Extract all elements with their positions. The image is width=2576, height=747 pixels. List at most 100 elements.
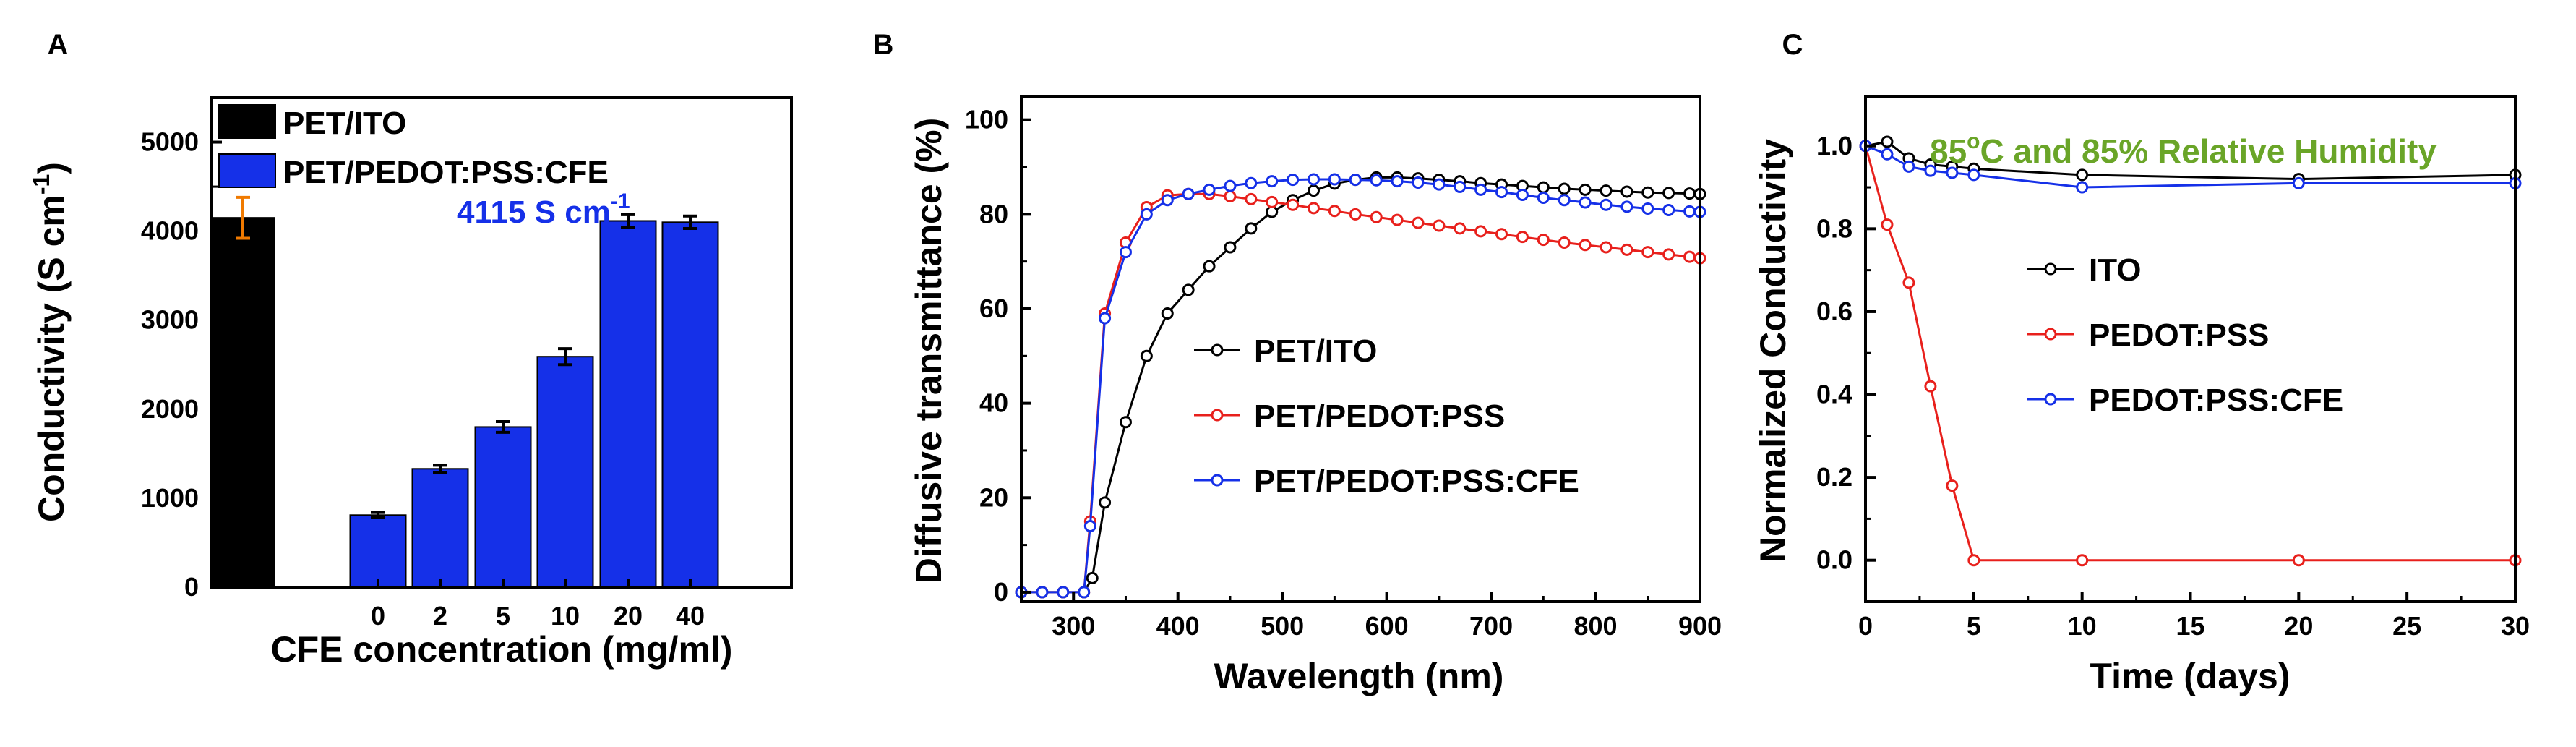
x-tick-label: 10: [2068, 611, 2097, 641]
panel-label-b: B: [873, 29, 894, 61]
x-axis-title: CFE concentration (mg/ml): [271, 629, 733, 670]
x-tick-label: 20: [614, 601, 643, 631]
data-point: [1412, 216, 1425, 229]
x-tick-label: 0: [1858, 611, 1873, 641]
y-tick-label: 0.8: [1816, 213, 1852, 243]
data-point: [1287, 174, 1300, 187]
data-point: [2076, 181, 2089, 194]
legend-marker: [2044, 393, 2057, 406]
data-point: [1620, 243, 1633, 256]
data-point: [1182, 187, 1195, 200]
y-axis-title-sup: -1: [28, 174, 54, 195]
data-point: [1474, 183, 1487, 196]
x-tick-label: 5: [1967, 611, 1981, 641]
legend-label: PET/PEDOT:PSS:CFE: [1254, 464, 1579, 499]
panel-b-frame: [1020, 95, 1701, 603]
y-axis-title-main: Conductivity (S cm: [31, 195, 72, 522]
x-tick-label: 5: [496, 601, 510, 631]
panel-label-a: A: [48, 29, 69, 61]
series-pet-pedot-pss-cfe: [1015, 173, 1706, 599]
series-pedot-pss-cfe: [1859, 140, 2522, 194]
data-point: [1140, 208, 1153, 221]
data-point: [1370, 210, 1383, 223]
data-point: [1516, 231, 1529, 244]
x-tick-label: 800: [1573, 611, 1617, 641]
data-point: [1881, 218, 1894, 231]
y-tick-label: 3000: [141, 305, 199, 335]
data-point: [1328, 173, 1341, 186]
data-point: [1558, 182, 1571, 195]
y-tick-label: 1000: [141, 483, 199, 513]
y-tick-label: 1.0: [1816, 131, 1852, 161]
data-point: [1224, 179, 1237, 192]
data-point: [1924, 164, 1937, 177]
data-point: [1558, 194, 1571, 207]
data-point: [1307, 173, 1320, 186]
error-bar: [683, 214, 697, 230]
data-point: [1099, 496, 1112, 509]
data-point: [1662, 203, 1675, 216]
data-point: [1182, 283, 1195, 296]
legend-marker: [2044, 262, 2057, 276]
data-point: [1119, 246, 1132, 259]
data-point: [1203, 183, 1216, 196]
data-point: [1495, 228, 1508, 241]
error-bar: [558, 347, 572, 367]
data-point: [1537, 234, 1550, 247]
annotation-main: 4115 S cm: [457, 195, 611, 230]
data-point: [1266, 175, 1279, 188]
data-point: [1391, 213, 1404, 226]
x-tick-label: 0: [371, 601, 385, 631]
annotation-humidity: 85oC and 85% Relative Humidity: [1930, 129, 2437, 170]
data-point: [1203, 260, 1216, 273]
x-tick-label: 900: [1678, 611, 1722, 641]
data-point: [1537, 191, 1550, 204]
data-point: [1119, 416, 1132, 429]
x-axis-title: Wavelength (nm): [1214, 656, 1504, 696]
bar-cfe-10: [536, 356, 594, 588]
x-tick-label: 2: [433, 601, 447, 631]
data-point: [1433, 219, 1446, 232]
x-tick-label: 700: [1469, 611, 1513, 641]
series-pet-pedot-pss: [1015, 187, 1706, 599]
data-point: [1245, 222, 1258, 235]
panel-b-chart: 0 20 40 60 80 100 300 400 500 600 700 800 900 Wavelen…: [909, 95, 1722, 696]
data-point: [1224, 189, 1237, 202]
y-axis-title-close: ): [31, 162, 72, 174]
x-tick-label: 20: [2284, 611, 2313, 641]
data-point: [2076, 168, 2089, 182]
legend-label: PEDOT:PSS:CFE: [2089, 383, 2343, 418]
annotation-post: C and 85% Relative Humidity: [1980, 132, 2437, 170]
y-tick-label: 0: [994, 577, 1008, 607]
data-point: [1579, 196, 1592, 209]
data-point: [1946, 479, 1959, 492]
error-bar: [433, 464, 447, 474]
series-pedot-pss: [1859, 140, 2522, 567]
x-tick-label: 600: [1365, 611, 1409, 641]
y-tick-label: 2000: [141, 394, 199, 424]
x-tick-label: 40: [676, 601, 705, 631]
series-line: [1864, 145, 2515, 562]
y-tick-label: 80: [979, 199, 1008, 229]
panel-c-chart: 0.0 0.2 0.4 0.6 0.8 1.0 0 5 10 15 20 25 30 Time (days…: [1753, 95, 2530, 696]
error-bar: [496, 420, 510, 434]
data-point: [1600, 198, 1613, 211]
error-bar: [236, 195, 250, 240]
bar-cfe-0: [349, 514, 407, 589]
y-tick-label: 4000: [141, 216, 199, 246]
bar-cfe-20: [599, 220, 657, 588]
data-point: [1161, 307, 1174, 320]
legend-label: PET/PEDOT:PSS: [1254, 398, 1505, 434]
data-point: [1433, 178, 1446, 191]
data-point: [2292, 176, 2305, 189]
data-point: [1558, 236, 1571, 249]
legend-label: PET/PEDOT:PSS:CFE: [283, 155, 609, 190]
data-point: [1391, 175, 1404, 188]
annotation-pre: 85: [1930, 132, 1967, 170]
data-point: [1057, 586, 1070, 599]
series-pet-ito: [1015, 171, 1706, 599]
x-tick-label: 400: [1156, 611, 1200, 641]
data-point: [1600, 184, 1613, 197]
y-tick-label: 0.0: [1816, 545, 1852, 575]
